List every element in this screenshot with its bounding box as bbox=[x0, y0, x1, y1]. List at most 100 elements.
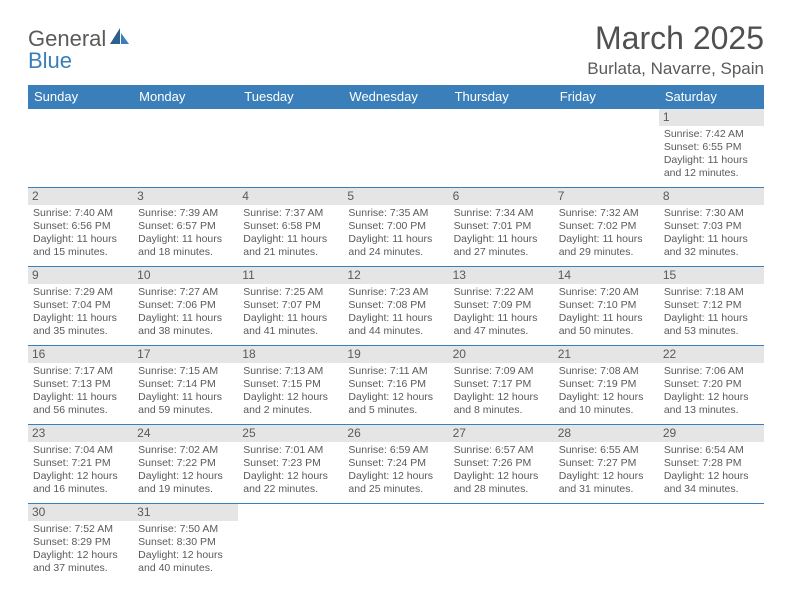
empty-cell bbox=[343, 504, 448, 583]
sunset: Sunset: 7:15 PM bbox=[243, 378, 338, 391]
day-number: 19 bbox=[343, 346, 448, 363]
sunset: Sunset: 7:09 PM bbox=[454, 299, 549, 312]
daylight-1: Daylight: 11 hours bbox=[138, 391, 233, 404]
empty-cell bbox=[133, 109, 238, 188]
daylight-2: and 44 minutes. bbox=[348, 325, 443, 338]
day-info: Sunrise: 7:02 AMSunset: 7:22 PMDaylight:… bbox=[138, 444, 233, 497]
day-cell: 19 Sunrise: 7:11 AMSunset: 7:16 PMDayligh… bbox=[343, 346, 448, 425]
day-number: 31 bbox=[133, 504, 238, 521]
empty-cell bbox=[554, 504, 659, 583]
day-number: 28 bbox=[554, 425, 659, 442]
daylight-2: and 38 minutes. bbox=[138, 325, 233, 338]
day-info: Sunrise: 7:37 AMSunset: 6:58 PMDaylight:… bbox=[243, 207, 338, 260]
sunset: Sunset: 7:19 PM bbox=[559, 378, 654, 391]
day-number: 22 bbox=[659, 346, 764, 363]
sunset: Sunset: 7:02 PM bbox=[559, 220, 654, 233]
month-title: March 2025 bbox=[587, 20, 764, 57]
sunset: Sunset: 7:01 PM bbox=[454, 220, 549, 233]
daylight-2: and 29 minutes. bbox=[559, 246, 654, 259]
sunset: Sunset: 7:10 PM bbox=[559, 299, 654, 312]
sunrise: Sunrise: 7:15 AM bbox=[138, 365, 233, 378]
day-info: Sunrise: 7:06 AMSunset: 7:20 PMDaylight:… bbox=[664, 365, 759, 418]
daylight-1: Daylight: 12 hours bbox=[243, 391, 338, 404]
day-info: Sunrise: 7:11 AMSunset: 7:16 PMDaylight:… bbox=[348, 365, 443, 418]
sunrise: Sunrise: 7:35 AM bbox=[348, 207, 443, 220]
sunrise: Sunrise: 7:30 AM bbox=[664, 207, 759, 220]
day-info: Sunrise: 7:20 AMSunset: 7:10 PMDaylight:… bbox=[559, 286, 654, 339]
daylight-2: and 59 minutes. bbox=[138, 404, 233, 417]
daylight-1: Daylight: 12 hours bbox=[33, 549, 128, 562]
daylight-1: Daylight: 11 hours bbox=[348, 312, 443, 325]
day-cell: 23Sunrise: 7:04 AMSunset: 7:21 PMDayligh… bbox=[28, 425, 133, 504]
daylight-2: and 37 minutes. bbox=[33, 562, 128, 575]
sunrise: Sunrise: 7:09 AM bbox=[454, 365, 549, 378]
sunset: Sunset: 7:16 PM bbox=[348, 378, 443, 391]
day-info: Sunrise: 7:35 AMSunset: 7:00 PMDaylight:… bbox=[348, 207, 443, 260]
sunset: Sunset: 8:29 PM bbox=[33, 536, 128, 549]
sunrise: Sunrise: 6:55 AM bbox=[559, 444, 654, 457]
daylight-2: and 18 minutes. bbox=[138, 246, 233, 259]
daylight-1: Daylight: 12 hours bbox=[559, 470, 654, 483]
daylight-1: Daylight: 12 hours bbox=[664, 470, 759, 483]
daylight-2: and 56 minutes. bbox=[33, 404, 128, 417]
daylight-1: Daylight: 11 hours bbox=[664, 233, 759, 246]
sunset: Sunset: 7:00 PM bbox=[348, 220, 443, 233]
daylight-2: and 19 minutes. bbox=[138, 483, 233, 496]
day-cell: 1Sunrise: 7:42 AMSunset: 6:55 PMDaylight… bbox=[659, 109, 764, 188]
daylight-2: and 50 minutes. bbox=[559, 325, 654, 338]
empty-cell bbox=[28, 109, 133, 188]
daylight-2: and 25 minutes. bbox=[348, 483, 443, 496]
day-cell: 31Sunrise: 7:50 AMSunset: 8:30 PMDayligh… bbox=[133, 504, 238, 583]
day-info: Sunrise: 7:09 AMSunset: 7:17 PMDaylight:… bbox=[454, 365, 549, 418]
day-cell: 12Sunrise: 7:23 AMSunset: 7:08 PMDayligh… bbox=[343, 267, 448, 346]
day-cell: 7Sunrise: 7:32 AMSunset: 7:02 PMDaylight… bbox=[554, 188, 659, 267]
sunrise: Sunrise: 7:42 AM bbox=[664, 128, 759, 141]
sunrise: Sunrise: 7:06 AM bbox=[664, 365, 759, 378]
sunset: Sunset: 7:13 PM bbox=[33, 378, 128, 391]
sunrise: Sunrise: 7:52 AM bbox=[33, 523, 128, 536]
day-cell: 28Sunrise: 6:55 AMSunset: 7:27 PMDayligh… bbox=[554, 425, 659, 504]
sunrise: Sunrise: 7:22 AM bbox=[454, 286, 549, 299]
sunrise: Sunrise: 7:20 AM bbox=[559, 286, 654, 299]
daylight-2: and 28 minutes. bbox=[454, 483, 549, 496]
day-cell: 24Sunrise: 7:02 AMSunset: 7:22 PMDayligh… bbox=[133, 425, 238, 504]
sunrise: Sunrise: 7:27 AM bbox=[138, 286, 233, 299]
location: Burlata, Navarre, Spain bbox=[587, 59, 764, 79]
day-number: 29 bbox=[659, 425, 764, 442]
day-number: 30 bbox=[28, 504, 133, 521]
day-info: Sunrise: 7:22 AMSunset: 7:09 PMDaylight:… bbox=[454, 286, 549, 339]
sunrise: Sunrise: 7:23 AM bbox=[348, 286, 443, 299]
daylight-1: Daylight: 11 hours bbox=[243, 233, 338, 246]
sunset: Sunset: 6:56 PM bbox=[33, 220, 128, 233]
sunrise: Sunrise: 7:34 AM bbox=[454, 207, 549, 220]
day-info: Sunrise: 7:08 AMSunset: 7:19 PMDaylight:… bbox=[559, 365, 654, 418]
day-number: 3 bbox=[133, 188, 238, 205]
day-info: Sunrise: 6:57 AMSunset: 7:26 PMDaylight:… bbox=[454, 444, 549, 497]
day-number: 11 bbox=[238, 267, 343, 284]
day-number: 20 bbox=[449, 346, 554, 363]
empty-cell bbox=[449, 109, 554, 188]
day-number: 17 bbox=[133, 346, 238, 363]
sunrise: Sunrise: 7:40 AM bbox=[33, 207, 128, 220]
day-cell: 26Sunrise: 6:59 AMSunset: 7:24 PMDayligh… bbox=[343, 425, 448, 504]
empty-cell bbox=[343, 109, 448, 188]
daylight-2: and 13 minutes. bbox=[664, 404, 759, 417]
sunrise: Sunrise: 7:11 AM bbox=[348, 365, 443, 378]
daylight-2: and 12 minutes. bbox=[664, 167, 759, 180]
day-cell: 3Sunrise: 7:39 AMSunset: 6:57 PMDaylight… bbox=[133, 188, 238, 267]
day-info: Sunrise: 7:42 AMSunset: 6:55 PMDaylight:… bbox=[664, 128, 759, 181]
daylight-2: and 40 minutes. bbox=[138, 562, 233, 575]
sunset: Sunset: 7:08 PM bbox=[348, 299, 443, 312]
sunrise: Sunrise: 7:50 AM bbox=[138, 523, 233, 536]
sunrise: Sunrise: 7:25 AM bbox=[243, 286, 338, 299]
day-info: Sunrise: 7:04 AMSunset: 7:21 PMDaylight:… bbox=[33, 444, 128, 497]
calendar-table: SundayMondayTuesdayWednesdayThursdayFrid… bbox=[28, 85, 764, 582]
empty-cell bbox=[449, 504, 554, 583]
daylight-2: and 24 minutes. bbox=[348, 246, 443, 259]
day-info: Sunrise: 7:32 AMSunset: 7:02 PMDaylight:… bbox=[559, 207, 654, 260]
daylight-2: and 53 minutes. bbox=[664, 325, 759, 338]
logo-text-blue: Blue bbox=[28, 48, 72, 74]
sunset: Sunset: 7:14 PM bbox=[138, 378, 233, 391]
daylight-1: Daylight: 12 hours bbox=[348, 470, 443, 483]
daylight-2: and 34 minutes. bbox=[664, 483, 759, 496]
